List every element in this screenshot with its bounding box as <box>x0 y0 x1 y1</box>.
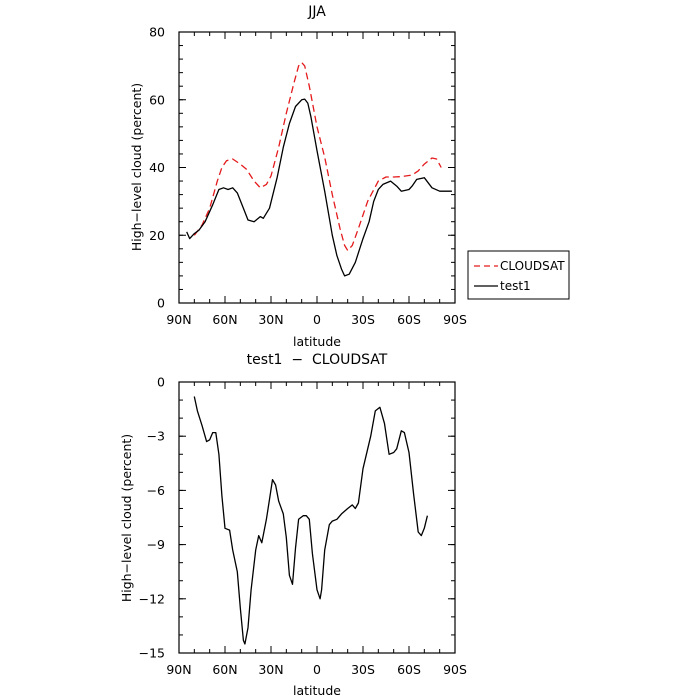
x-tick-label: 0 <box>313 662 321 677</box>
bottom-chart-title: test1 − CLOUDSAT <box>247 352 388 368</box>
top-plot-frame <box>178 31 456 304</box>
x-tick-label: 60S <box>397 662 421 677</box>
legend: CLOUDSAT test1 <box>467 250 570 300</box>
y-tick-label: −3 <box>147 429 165 444</box>
y-tick-label: 0 <box>157 375 165 390</box>
y-tick-label: −6 <box>147 483 165 498</box>
x-tick-label: 30S <box>351 312 375 327</box>
x-tick-label: 0 <box>313 312 321 327</box>
bottom-plot-frame <box>178 381 456 654</box>
bottom-series-line-difference <box>193 396 429 645</box>
legend-box <box>467 250 570 300</box>
top-y-axis-label: High−level cloud (percent) <box>129 83 144 251</box>
x-tick-label: 60N <box>212 312 237 327</box>
bottom-x-axis-label: latitude <box>293 683 341 698</box>
x-tick-label: 60S <box>397 312 421 327</box>
top-panel: JJA 90N 60N 30N 0 30S 60S 90S 0 20 40 60 80 latitud… <box>129 4 570 349</box>
bottom-panel: test1 − CLOUDSAT 90N 60N 30N 0 30S 60S 90S 0 −3 −… <box>119 352 467 698</box>
top-x-axis-label: latitude <box>293 334 341 349</box>
x-tick-label: 90S <box>443 312 467 327</box>
bottom-y-axis-label: High−level cloud (percent) <box>119 434 134 602</box>
y-tick-label: −12 <box>139 591 165 606</box>
x-tick-label: 90N <box>166 312 191 327</box>
x-tick-label: 90N <box>166 662 191 677</box>
y-tick-label: 40 <box>149 160 165 175</box>
x-tick-label: 90S <box>443 662 467 677</box>
legend-label-test1: test1 <box>500 279 531 293</box>
top-series-line-cloudsat <box>193 61 442 252</box>
x-tick-label: 30S <box>351 662 375 677</box>
x-tick-label: 30N <box>258 312 283 327</box>
y-tick-label: 0 <box>157 296 165 311</box>
top-series-group <box>186 61 452 277</box>
top-series-line-test1 <box>186 98 452 277</box>
top-axis-ticks: 90N 60N 30N 0 30S 60S 90S 0 20 40 60 80 <box>149 25 467 328</box>
bottom-axis-ticks: 90N 60N 30N 0 30S 60S 90S 0 −3 −6 −9 −12 −15 <box>139 375 467 678</box>
y-tick-label: 20 <box>149 228 165 243</box>
y-tick-label: 60 <box>149 92 165 107</box>
y-tick-label: −9 <box>147 537 165 552</box>
y-tick-label: −15 <box>139 646 165 661</box>
legend-label-cloudsat: CLOUDSAT <box>500 259 565 273</box>
x-tick-label: 60N <box>212 662 237 677</box>
x-tick-label: 30N <box>258 662 283 677</box>
y-tick-label: 80 <box>149 25 165 40</box>
bottom-series-group <box>193 396 429 645</box>
top-chart-title: JJA <box>307 4 326 20</box>
